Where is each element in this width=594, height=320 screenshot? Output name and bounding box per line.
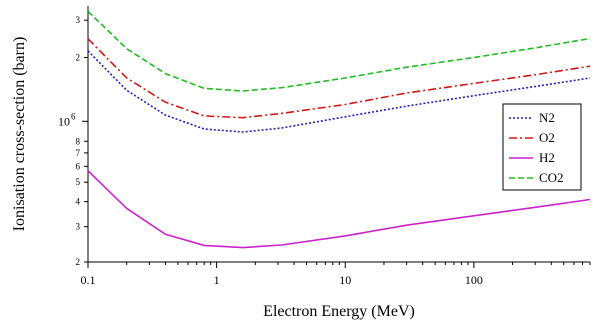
series-line-co2	[87, 10, 591, 92]
series-line-o2	[87, 38, 591, 119]
x-axis: 0.1 1 10 100	[81, 262, 591, 287]
legend-box	[502, 103, 582, 191]
legend-label-h2: H2	[539, 150, 555, 165]
legend-label-o2: O2	[539, 130, 555, 145]
y-tick-label: 8	[76, 136, 81, 146]
y-tick-label: 10	[58, 114, 70, 128]
series-line-h2	[87, 170, 591, 249]
y-tick-label: 7	[76, 148, 81, 158]
x-tick-label: 1	[214, 273, 220, 287]
legend-label-co2: CO2	[539, 170, 564, 185]
y-tick-label: 5	[76, 177, 81, 187]
legend: N2 O2 H2 CO2	[502, 103, 582, 191]
x-tick-label: 0.1	[81, 273, 96, 287]
y-tick-label: 3	[76, 222, 81, 232]
x-tick-label: 10	[339, 273, 351, 287]
y-axis-title: Ionisation cross-section (barn)	[11, 37, 28, 232]
y-tick-label: 6	[76, 161, 81, 171]
y-tick-label: 3	[76, 15, 81, 25]
legend-label-n2: N2	[539, 110, 555, 125]
y-tick-exponent: 6	[71, 111, 76, 121]
y-tick-label: 2	[76, 53, 81, 63]
x-tick-label: 100	[465, 273, 483, 287]
series-group	[87, 10, 591, 249]
y-tick-label: 2	[76, 257, 81, 267]
y-tick-label: 4	[76, 197, 81, 207]
x-axis-title: Electron Energy (MeV)	[263, 303, 415, 320]
series-line-n2	[87, 50, 591, 133]
